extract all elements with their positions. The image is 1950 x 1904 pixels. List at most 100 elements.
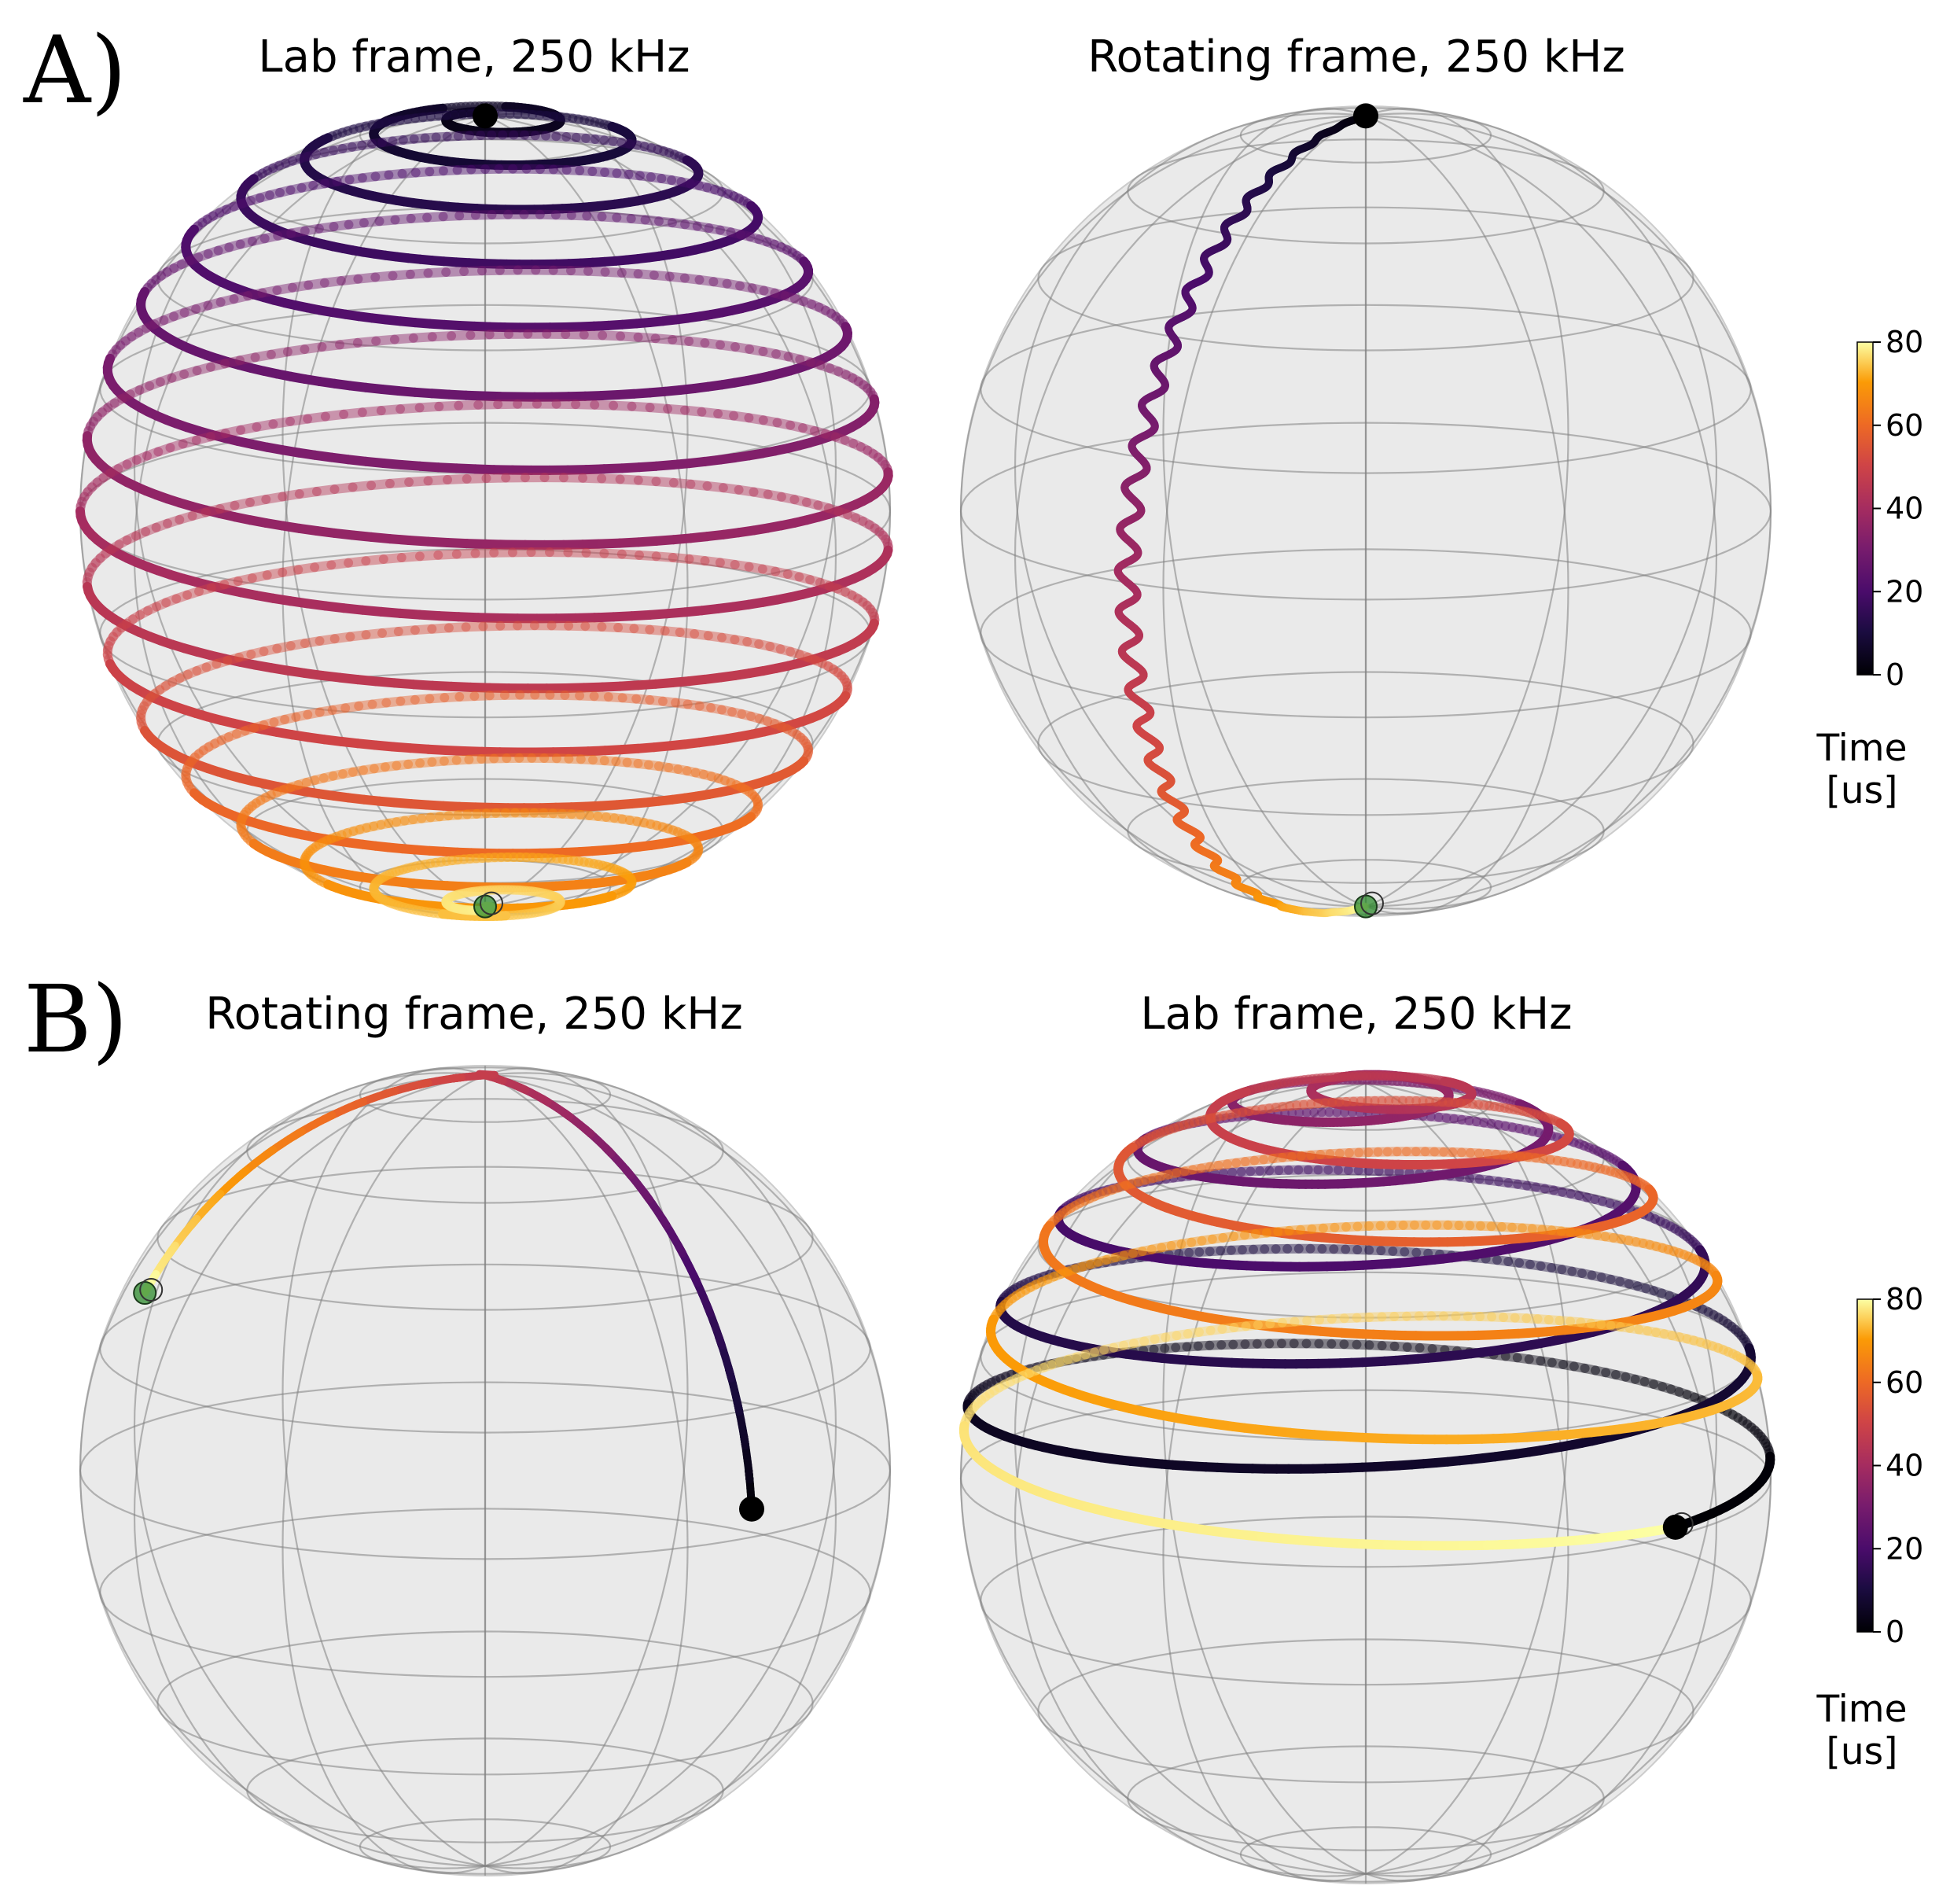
sphere-a-left-segment-1069 <box>434 400 464 411</box>
sphere-a-left-segment-1355 <box>105 632 118 646</box>
sphere-a-left-segment-1593 <box>354 699 377 711</box>
sphere-a-left-segment-673 <box>566 210 592 221</box>
sphere-a-left-segment-929 <box>633 332 660 344</box>
sphere-a-left-segment-1554 <box>801 738 812 751</box>
sphere-a-left-segment-789 <box>770 288 790 301</box>
sphere-a-left-segment-951 <box>235 352 260 366</box>
sphere-a-right-start-marker <box>1353 103 1378 129</box>
sphere-a-left-segment-1333 <box>344 556 371 568</box>
sphere-a-left-segment-1316 <box>651 551 678 562</box>
sphere-a-left-segment-652 <box>792 250 806 263</box>
sphere-a-left-segment-1461 <box>377 627 403 638</box>
sphere-a-left-segment-279 <box>561 112 578 123</box>
sphere-a-left-segment-814 <box>370 271 398 282</box>
sphere-a-left-segment-1328 <box>433 549 462 560</box>
sphere-a-left-segment-275 <box>584 116 600 127</box>
sphere-a-left-segment-1040 <box>868 449 883 462</box>
sphere-a-left-segment-1568 <box>706 703 727 715</box>
sphere-a-left-segment-1486 <box>136 705 147 720</box>
sphere-a-left-segment-1218 <box>131 527 151 541</box>
sphere-a-left-segment-1425 <box>839 674 852 687</box>
sphere-a-left-segment-697 <box>213 242 234 256</box>
sphere-a-left-segment-966 <box>88 412 102 426</box>
sphere-a-left-segment-408 <box>599 135 618 146</box>
sphere-a-left-segment-430 <box>367 138 388 149</box>
sphere-a-left-segment-908 <box>866 387 878 400</box>
sphere-a-left-segment-1086 <box>153 443 175 457</box>
sphere-a-left-segment-682 <box>422 212 448 223</box>
sphere-a-left-segment-426 <box>409 133 430 144</box>
sphere-a-left-segment-1087 <box>142 447 164 461</box>
sphere-a-left-segment-837 <box>108 344 121 359</box>
sphere-a-left-segment-300 <box>403 113 421 124</box>
sphere-a-left-segment-800 <box>616 267 643 279</box>
sphere-a-left-segment-778 <box>841 322 852 335</box>
sphere-a-left-segment-1483 <box>142 693 156 707</box>
sphere-a-left-segment-434 <box>329 144 348 156</box>
sphere-a-left-segment-1555 <box>799 735 811 749</box>
sphere-a-left-segment-1036 <box>882 463 893 477</box>
sphere-a-left-meridian-2 <box>484 107 689 908</box>
sphere-a-left-segment-1184 <box>702 481 728 493</box>
sphere-a-left-segment-1310 <box>744 562 767 574</box>
sphere-a-left-segment-1450 <box>564 621 591 632</box>
sphere-a-left-segment-925 <box>700 338 725 350</box>
sphere-a-left-segment-920 <box>771 349 793 362</box>
sphere-a-left-segment-273 <box>594 118 609 129</box>
sphere-a-left-segment-299 <box>410 112 428 123</box>
sphere-a-left-segment-952 <box>220 355 245 369</box>
sphere-a-left-segment-1196 <box>481 473 511 484</box>
sphere-a-left-segment-659 <box>745 232 764 245</box>
sphere-a-left-segment-1344 <box>182 587 204 600</box>
sphere-a-left-segment-562 <box>308 179 330 190</box>
sphere-a-left-segment-1618 <box>181 774 192 787</box>
sphere-a-left-segment-1308 <box>771 566 793 579</box>
sphere-a-left-segment-953 <box>205 359 230 372</box>
sphere-a-left-segment-798 <box>649 270 675 282</box>
sphere-a-left-segment-932 <box>579 330 608 341</box>
sphere-a-left-segment-947 <box>300 342 327 355</box>
sphere-a-left-segment-919 <box>783 352 805 364</box>
sphere-a-left-segment-1597 <box>303 707 325 720</box>
sphere-a-left-segment-945 <box>335 337 362 350</box>
sphere-a-left-segment-1442 <box>690 629 713 641</box>
sphere-a-left-segment-1170 <box>864 520 880 533</box>
sphere-a-left-segment-567 <box>255 190 274 203</box>
sphere-a-left-segment-1460 <box>393 625 420 636</box>
sphere-a-left-segment-1292 <box>868 618 879 632</box>
sphere-a-left-segment-816 <box>336 274 363 286</box>
sphere-a-left-segment-532 <box>686 179 704 190</box>
sphere-a-left-segment-1038 <box>877 456 890 470</box>
sphere-a-left-segment-1096 <box>79 487 93 502</box>
sphere-a-left-segment-395 <box>682 155 695 167</box>
sphere-a-left-segment-1183 <box>718 483 744 495</box>
sphere-a-left-segment-913 <box>841 370 858 383</box>
sphere-a-left-segment-1306 <box>794 572 815 585</box>
sphere-a-left-segment-1167 <box>878 530 891 544</box>
sphere-a-left-segment-1175 <box>823 503 844 517</box>
sphere-a-left-segment-552 <box>438 165 462 176</box>
sphere-a-left-segment-1226 <box>84 562 98 577</box>
sphere-a-left-segment-1053 <box>729 411 754 423</box>
sphere-a-left-segment-540 <box>600 168 622 179</box>
sphere-a-left-segment-788 <box>780 291 800 304</box>
sphere-a-left-segment-1321 <box>563 547 591 558</box>
sphere-a-left-segment-1311 <box>730 560 754 572</box>
sphere-a-left-segment-1489 <box>136 717 148 731</box>
sphere-a-left-segment-1570 <box>682 699 705 711</box>
sphere-a-left-segment-669 <box>626 214 650 225</box>
sphere-a-left-segment-312 <box>327 129 342 141</box>
sphere-a-left-segment-571 <box>222 201 239 215</box>
sphere-a-left-segment-963 <box>103 398 120 413</box>
sphere-a-left-segment-1347 <box>152 598 171 612</box>
sphere-a-left-segment-1463 <box>345 630 371 642</box>
sphere-a-left-start-marker <box>473 103 498 129</box>
sphere-a-left-segment-428 <box>388 135 408 146</box>
sphere-a-left-segment-271 <box>603 120 617 131</box>
sphere-a-left-segment-799 <box>633 269 659 280</box>
sphere-a-left-segment-786 <box>799 296 817 309</box>
sphere-a-left-segment-1223 <box>95 548 111 563</box>
sphere-a-left-segment-833 <box>127 327 144 341</box>
sphere-a-left-segment-910 <box>859 380 873 393</box>
title-a-left: Lab frame, 250 kHz <box>258 31 690 83</box>
